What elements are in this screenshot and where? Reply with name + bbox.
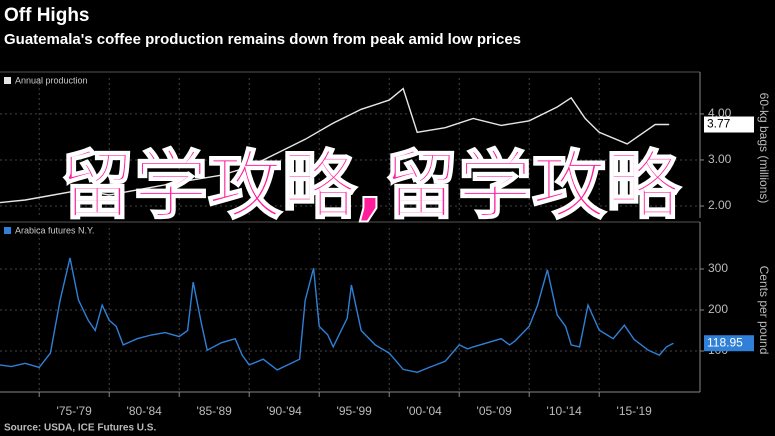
line xyxy=(0,87,670,204)
y-tick-label: 300 xyxy=(708,261,728,275)
x-tick-label: '80-'84 xyxy=(127,404,163,418)
x-tick-label: '95-'99 xyxy=(337,404,373,418)
y-tick-label: 2.00 xyxy=(708,198,732,212)
y-tick-label: 200 xyxy=(708,302,728,316)
value-label-box xyxy=(704,335,754,352)
legend-swatch xyxy=(4,77,11,84)
x-tick-label: '75-'79 xyxy=(57,404,93,418)
x-tick-label: '90-'94 xyxy=(267,404,303,418)
x-tick-label: '00-'04 xyxy=(407,404,443,418)
value-label: 118.95 xyxy=(707,335,743,349)
y-tick-label: 3.00 xyxy=(708,152,732,166)
chart-subtitle: Guatemala's coffee production remains do… xyxy=(4,31,521,48)
x-tick-label: '10-'14 xyxy=(547,404,583,418)
x-tick-label: '15-'19 xyxy=(617,404,653,418)
overlay-text: 留学攻略,留学攻略 xyxy=(59,142,681,230)
x-tick-label: '05-'09 xyxy=(477,404,513,418)
source: Source: USDA, ICE Futures U.S. xyxy=(4,423,156,434)
value-label-box xyxy=(704,116,754,133)
line xyxy=(0,257,674,374)
x-tick-label: '85-'89 xyxy=(197,404,233,418)
legend-label: Arabica futures N.Y. xyxy=(15,225,94,235)
chart-title: Off Highs xyxy=(4,5,90,26)
y-axis-label: Cents per pound xyxy=(757,266,771,355)
y-axis-label: 60-kg bags (millions) xyxy=(757,93,771,204)
legend-label: Annual production xyxy=(15,75,88,85)
legend-swatch xyxy=(4,227,11,234)
value-label: 3.77 xyxy=(707,117,731,131)
